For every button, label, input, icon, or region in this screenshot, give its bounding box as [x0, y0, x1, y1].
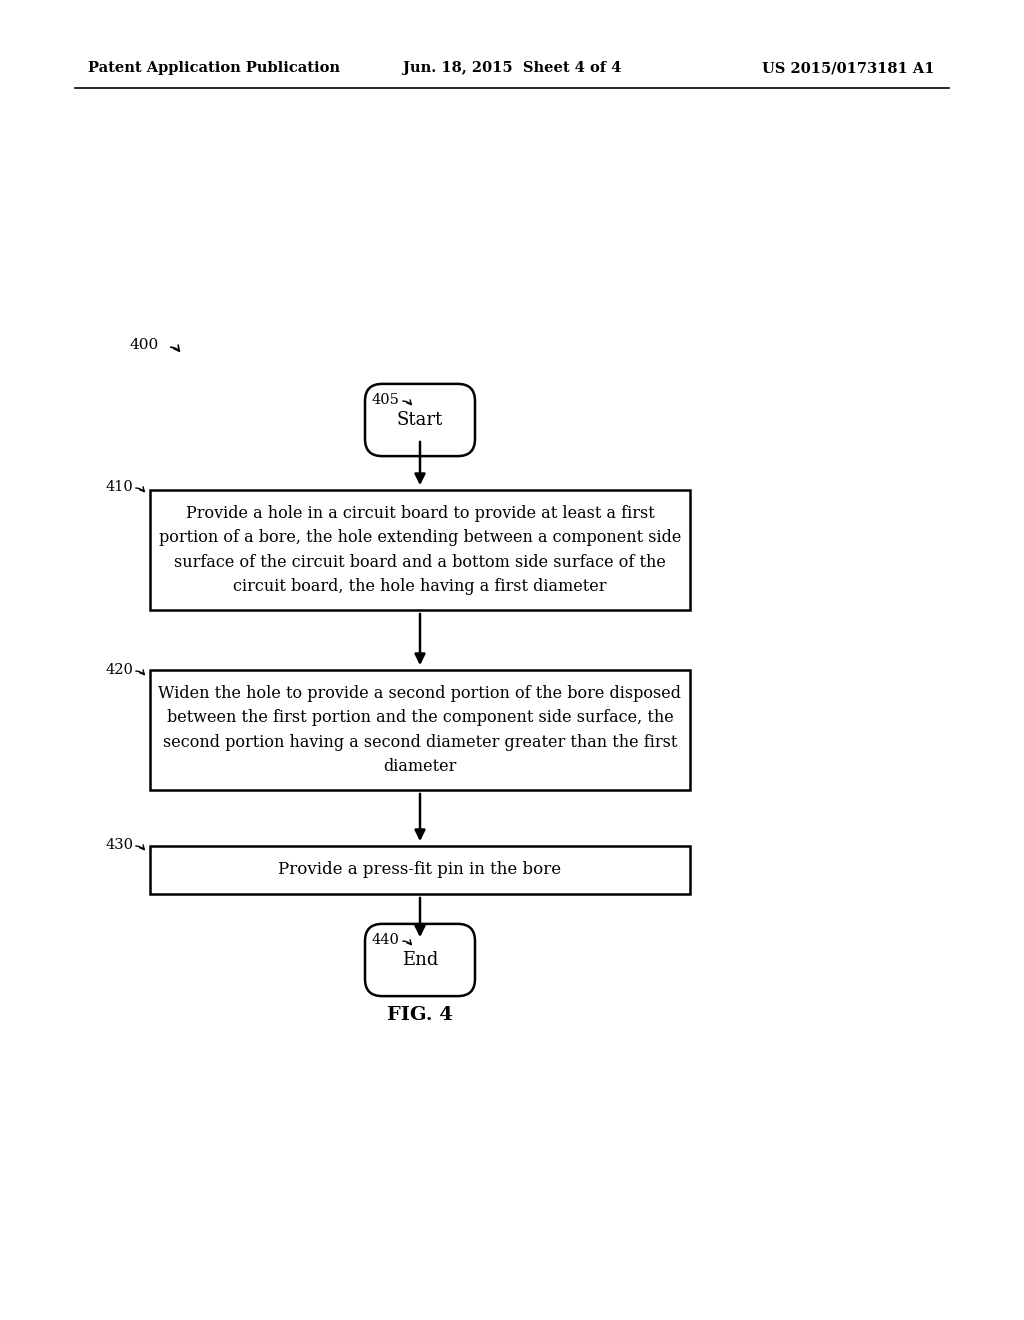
Text: 440: 440: [372, 933, 400, 946]
Text: 420: 420: [105, 663, 133, 677]
Text: 400: 400: [130, 338, 160, 352]
FancyBboxPatch shape: [365, 924, 475, 997]
Text: Provide a hole in a circuit board to provide at least a first
portion of a bore,: Provide a hole in a circuit board to pro…: [159, 506, 681, 595]
Text: Jun. 18, 2015  Sheet 4 of 4: Jun. 18, 2015 Sheet 4 of 4: [402, 61, 622, 75]
Text: End: End: [401, 950, 438, 969]
Text: 430: 430: [105, 838, 133, 851]
Bar: [150, 490, 690, 610]
Text: Provide a press-fit pin in the bore: Provide a press-fit pin in the bore: [279, 862, 561, 879]
Text: US 2015/0173181 A1: US 2015/0173181 A1: [762, 61, 934, 75]
Bar: [150, 671, 690, 789]
Text: 405: 405: [372, 393, 400, 407]
Text: Start: Start: [397, 411, 443, 429]
Text: Patent Application Publication: Patent Application Publication: [88, 61, 340, 75]
FancyBboxPatch shape: [365, 384, 475, 457]
Bar: [150, 846, 690, 894]
Text: 410: 410: [105, 480, 133, 494]
Text: Widen the hole to provide a second portion of the bore disposed
between the firs: Widen the hole to provide a second porti…: [159, 685, 682, 775]
Text: FIG. 4: FIG. 4: [387, 1006, 453, 1024]
